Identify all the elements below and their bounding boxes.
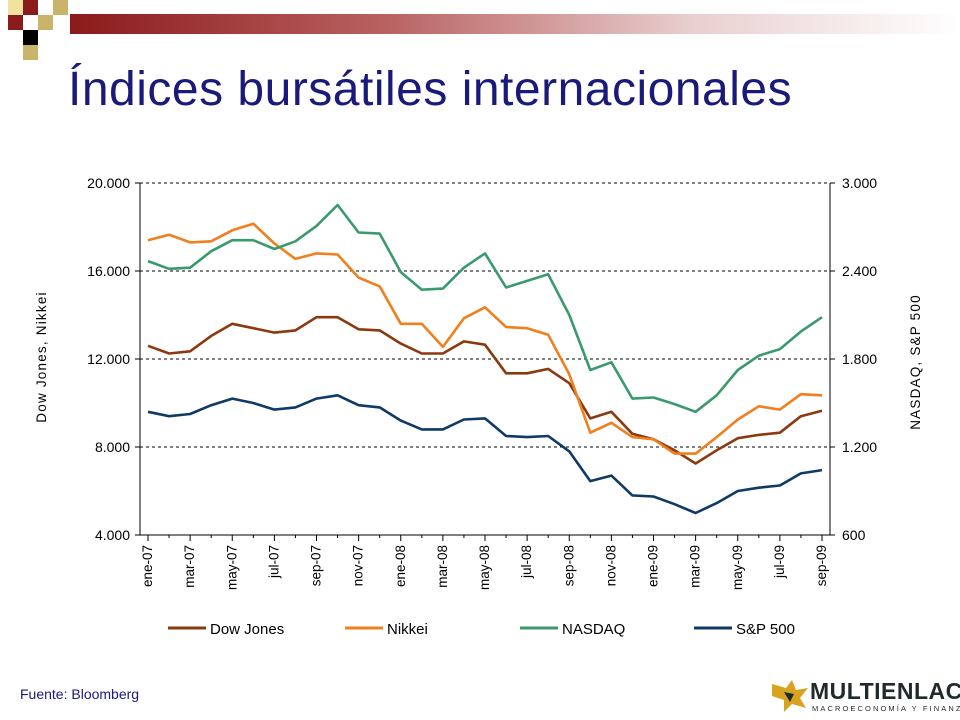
bird-logo-icon (772, 680, 808, 712)
y-tick-label-right: 1.200 (842, 439, 877, 455)
grid-lines (140, 182, 830, 536)
page-title: Índices bursátiles internacionales (68, 63, 793, 116)
x-tick-label: may-07 (224, 545, 239, 590)
legend-label-dow_jones: Dow Jones (210, 621, 284, 638)
multienlace-logo: MULTIENLACE MACROECONOMÍA Y FINANZAS (770, 678, 960, 718)
x-tick-label: sep-09 (814, 545, 829, 586)
y-tick-label-right: 2.400 (842, 263, 877, 279)
logo-subtext: MACROECONOMÍA Y FINANZAS (812, 704, 960, 713)
y-tick-label-left: 8.000 (95, 439, 130, 455)
y-axis-label-left: Dow Jones, Nikkei (34, 291, 49, 422)
logo-text: MULTIENLACE (810, 678, 960, 704)
y-tick-label-left: 4.000 (95, 527, 130, 543)
decorative-checker-logo (0, 0, 80, 60)
x-tick-label: ene-07 (140, 545, 155, 587)
y-tick-label-left: 12.000 (87, 351, 130, 367)
x-tick-label: may-09 (730, 545, 745, 590)
series-line-dow_jones (147, 315, 823, 465)
y-tick-label-right: 1.800 (842, 351, 877, 367)
x-tick-label: mar-08 (435, 545, 450, 588)
legend-label-sp500: S&P 500 (736, 621, 795, 638)
x-tick-label: sep-08 (561, 545, 576, 586)
source-note: Fuente: Bloomberg (20, 686, 140, 702)
x-tick-label: ene-08 (393, 545, 408, 587)
y-tick-label-right: 3.000 (842, 175, 877, 191)
y-tick-label-left: 16.000 (87, 263, 130, 279)
legend-label-nikkei: Nikkei (387, 621, 428, 638)
y-tick-label-right: 600 (842, 527, 866, 543)
series-line-nasdaq (147, 203, 823, 414)
x-tick-label: mar-09 (688, 545, 703, 588)
series-line-nikkei (147, 222, 823, 455)
x-tick-label: mar-07 (182, 545, 197, 588)
y-axis-label-right: NASDAQ, S&P 500 (908, 294, 923, 430)
x-tick-label: jul-07 (266, 545, 281, 579)
chart-series (147, 203, 823, 515)
x-tick-label: sep-07 (309, 545, 324, 586)
x-tick-label: ene-09 (646, 545, 661, 587)
chart-legend: Dow Jones Nikkei NASDAQ S&P 500 (168, 621, 795, 638)
header-gradient-bar (70, 14, 960, 34)
x-tick-label: jul-08 (519, 545, 534, 579)
x-tick-label: nov-07 (351, 545, 366, 586)
y-tick-label-left: 20.000 (87, 175, 130, 191)
chart-axes: 4.000 8.000 12.000 16.000 20.000 600 1.200 1.80… (87, 175, 877, 590)
x-tick-label: may-08 (477, 545, 492, 590)
x-tick-label: jul-09 (772, 545, 787, 579)
series-line-sp500 (147, 393, 823, 515)
x-tick-label: nov-08 (603, 545, 618, 586)
legend-label-nasdaq: NASDAQ (562, 621, 625, 638)
